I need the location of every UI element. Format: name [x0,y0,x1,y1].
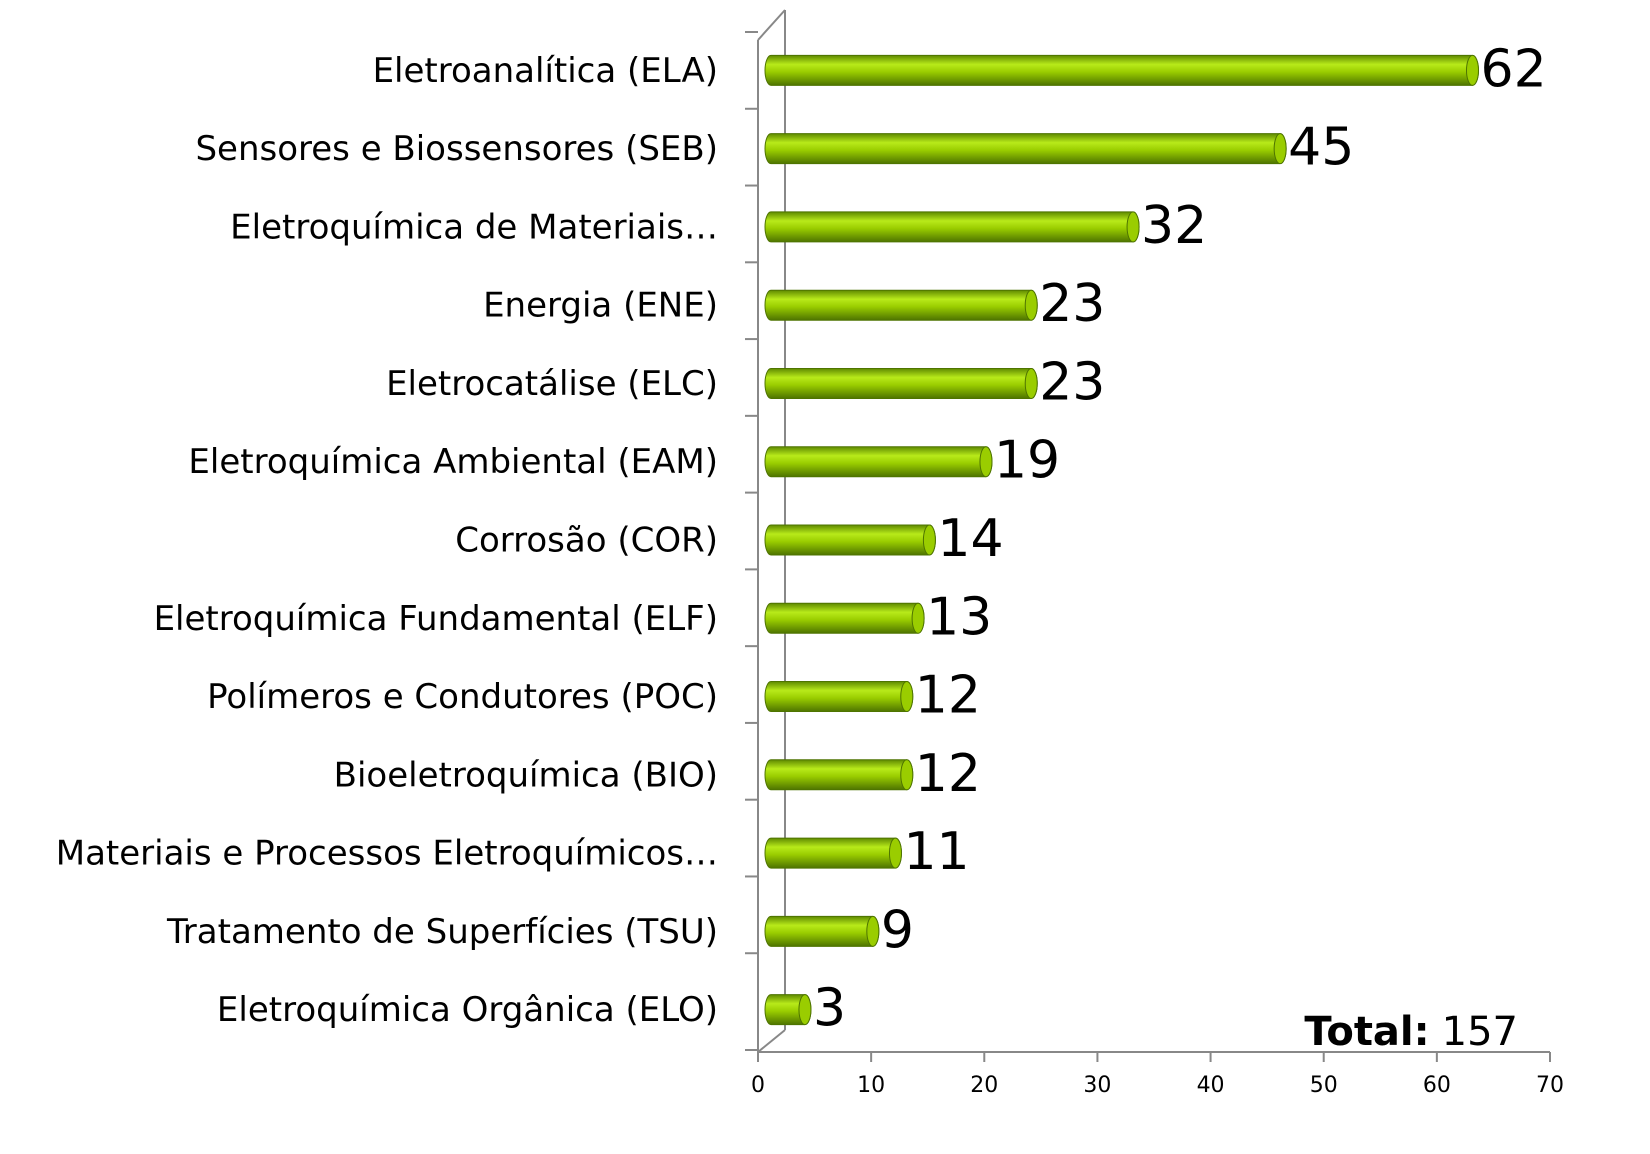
bar-cap [1024,289,1038,321]
bar-cap [888,837,902,869]
bar [764,524,936,556]
bar [764,915,880,947]
x-tick-label: 0 [751,1073,765,1098]
bar [764,133,1287,165]
value-label: 19 [994,431,1060,491]
bar-cap [900,681,914,713]
bar [764,367,1038,399]
bar-cap [911,602,925,634]
value-label: 23 [1039,274,1105,334]
bar [764,602,925,634]
x-tick-label: 30 [1083,1073,1111,1098]
y-tick-label: Energia (ENE) [483,286,718,326]
value-label: 11 [903,822,969,882]
bar-cap [866,915,880,947]
x-tick-label: 50 [1310,1073,1338,1098]
x-tick-label: 60 [1423,1073,1451,1098]
y-tick-label: Corrosão (COR) [455,521,718,561]
y-tick-label: Eletrocatálise (ELC) [386,364,718,404]
wall-top [757,9,786,41]
value-label: 45 [1288,118,1354,178]
bar-cap [1024,367,1038,399]
x-tick-label: 10 [857,1073,885,1098]
bar-cap [979,446,993,478]
value-label: 23 [1039,352,1105,412]
bar-cap [1273,133,1287,165]
value-label: 14 [937,509,1003,569]
bar [764,681,914,713]
bar-cap [1465,54,1479,86]
value-label: 12 [915,744,981,804]
y-tick-label: Eletroquímica de Materiais… [230,207,718,247]
x-tick-label: 20 [970,1073,998,1098]
bar-cap [922,524,936,556]
y-tick-label: Materiais e Processos Eletroquímicos… [56,834,718,874]
bar [764,211,1140,243]
value-label: 3 [813,979,846,1039]
wall-bottom [757,1029,786,1053]
bar-cap [798,994,812,1026]
y-tick-label: Eletroanalítica (ELA) [373,51,718,91]
y-tick-label: Eletroquímica Ambiental (EAM) [188,442,718,482]
value-label: 62 [1480,39,1546,99]
y-tick-label: Polímeros e Condutores (POC) [207,677,718,717]
value-label: 12 [915,666,981,726]
total-value: 157 [1442,1009,1518,1055]
bar [764,837,902,869]
y-tick-label: Sensores e Biossensores (SEB) [195,129,718,169]
y-tick-label: Bioeletroquímica (BIO) [334,755,718,795]
y-tick-label: Eletroquímica Fundamental (ELF) [154,599,718,639]
bar-cap [1126,211,1140,243]
bar [764,759,914,791]
bar [764,54,1479,86]
bar-cap [900,759,914,791]
value-label: 9 [881,900,914,960]
value-label: 13 [926,587,992,647]
x-tick-label: 40 [1197,1073,1225,1098]
bar [764,289,1038,321]
total-label: Total: [1304,1009,1429,1055]
x-tick-label: 70 [1536,1073,1564,1098]
total: Total: 157 [1304,1009,1518,1055]
bar [764,446,993,478]
y-tick-label: Eletroquímica Orgânica (ELO) [217,990,718,1030]
value-label: 32 [1141,196,1207,256]
y-tick-label: Tratamento de Superfícies (TSU) [166,912,718,952]
